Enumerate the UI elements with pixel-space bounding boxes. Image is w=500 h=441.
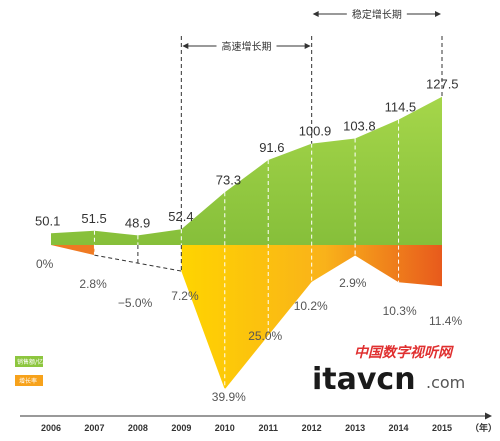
x-tick-2014: 2014 (389, 423, 409, 433)
sales-label-2014: 114.5 (385, 100, 417, 115)
phase-label-bg-0 (216, 38, 277, 53)
growth-label-2012: 10.2% (294, 299, 328, 313)
watermark-suffix: .com (426, 373, 465, 392)
legend: 销售额/亿 增长率 (15, 356, 43, 386)
x-tick-2013: 2013 (345, 423, 365, 433)
growth-area-2006-2007 (51, 245, 95, 256)
growth-label-2014: 10.3% (383, 304, 417, 318)
phase-brackets: 高速增长期 稳定增长期 (182, 6, 441, 53)
sales-label-2008: 48.9 (125, 215, 150, 230)
x-tick-2012: 2012 (302, 423, 322, 433)
sales-label-2015: 127.5 (426, 77, 459, 92)
legend-label-sales: 销售额/亿 (17, 358, 43, 366)
phase-label-0: 高速增长期 (222, 40, 272, 53)
x-tick-2008: 2008 (128, 423, 148, 433)
sales-label-2009: 52.4 (168, 209, 193, 224)
sales-label-2006: 50.1 (35, 213, 60, 228)
watermark: 中国数字视听网 itavcn .com (312, 344, 465, 397)
x-tick-2006: 2006 (41, 423, 61, 433)
phase-arrowhead-left-1 (312, 11, 319, 17)
x-axis-unit: （年） (470, 422, 497, 433)
legend-item-sales: 销售额/亿 (15, 356, 43, 367)
watermark-cn: 中国数字视听网 (354, 344, 454, 361)
x-tick-2015: 2015 (432, 423, 452, 433)
phase-arrowhead-left-0 (182, 43, 189, 49)
growth-label-2009: 7.2% (171, 289, 199, 303)
sales-label-2011: 91.6 (259, 140, 284, 155)
growth-label-2006: 0% (36, 257, 54, 271)
sales-label-2007: 51.5 (81, 211, 106, 226)
legend-item-growth: 增长率 (15, 375, 43, 386)
legend-swatch-sales (15, 356, 43, 367)
watermark-brand: itavcn (312, 362, 416, 397)
x-tick-2010: 2010 (215, 423, 235, 433)
sales-area-shape (51, 96, 442, 245)
growth-label-2015: 11.4% (429, 314, 462, 328)
x-axis-arrowhead (485, 412, 492, 420)
dashed-guides (93, 36, 443, 390)
growth-label-2010: 39.9% (212, 390, 246, 404)
legend-swatch-growth (15, 375, 43, 386)
sales-value-labels: 50.1 51.5 48.9 52.4 73.3 91.6 100.9 103.8 114.5 1… (35, 77, 459, 231)
sales-label-2012: 100.9 (299, 124, 332, 139)
growth-rate-labels: 0% 2.8% −5.0% 7.2% 39.9% 25.0% 10.2% 2.9% 10.3% 1… (36, 257, 462, 404)
phase-arrowhead-right-1 (435, 11, 441, 17)
sales-area (51, 96, 442, 245)
growth-area (51, 245, 443, 390)
x-tick-2011: 2011 (258, 423, 278, 433)
x-axis: 2006 2007 2008 2009 2010 2011 2012 2013 2014 2015… (20, 412, 497, 433)
growth-dip-line (94, 254, 182, 272)
x-tick-2007: 2007 (84, 423, 104, 433)
growth-label-2013: 2.9% (339, 276, 367, 290)
x-tick-2009: 2009 (171, 423, 191, 433)
sales-label-2013: 103.8 (343, 119, 376, 134)
phase-arrowhead-right-0 (304, 43, 311, 49)
growth-label-2011: 25.0% (248, 329, 282, 343)
growth-label-2007: 2.8% (79, 277, 107, 291)
growth-area-2009-2015 (181, 245, 443, 390)
phase-label-bg-1 (346, 6, 407, 21)
legend-label-growth: 增长率 (19, 377, 37, 385)
growth-label-2008: −5.0% (118, 296, 153, 310)
phase-label-1: 稳定增长期 (352, 8, 402, 21)
sales-label-2010: 73.3 (216, 172, 241, 187)
